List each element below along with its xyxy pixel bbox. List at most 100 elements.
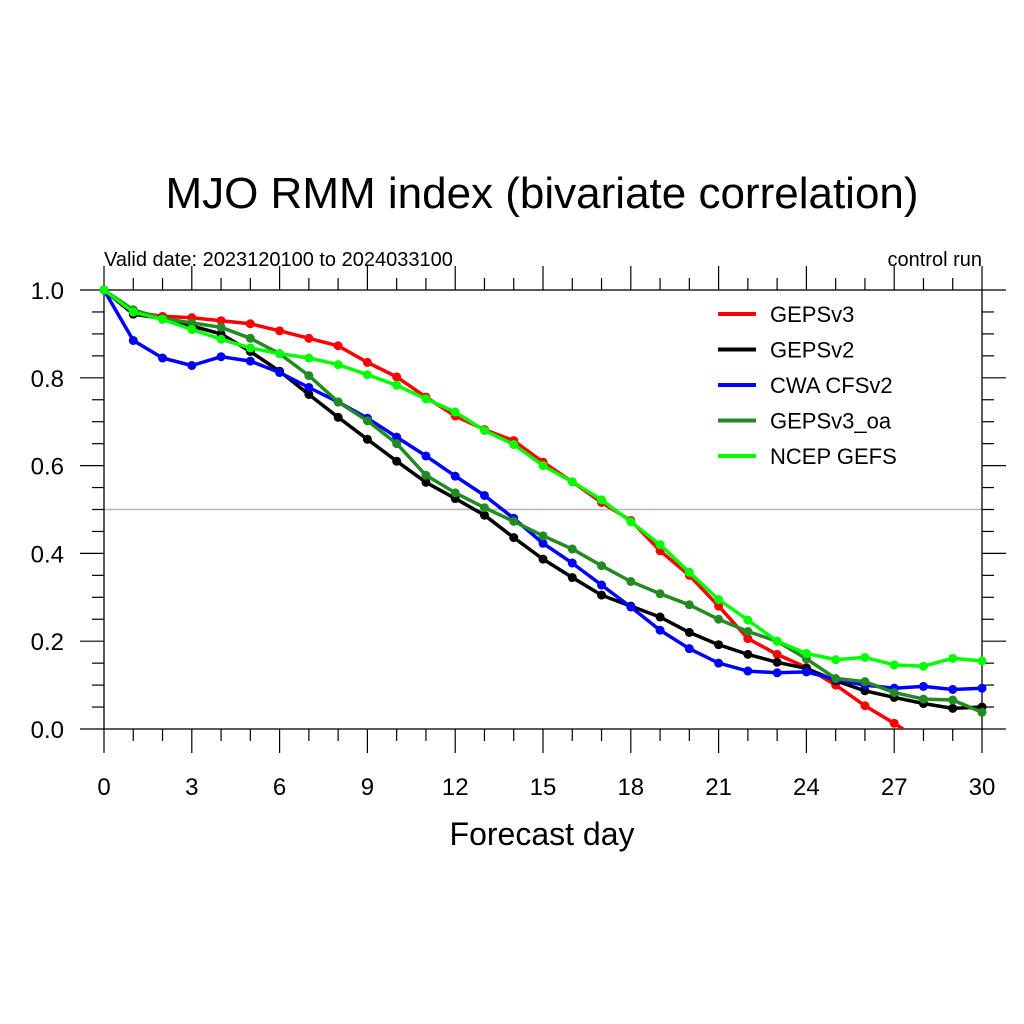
x-tick-label: 15: [530, 774, 557, 801]
data-point: [597, 561, 607, 571]
data-point: [362, 416, 372, 426]
x-tick-label: 0: [97, 774, 110, 801]
data-point: [655, 589, 665, 599]
data-point: [187, 318, 197, 328]
data-point: [479, 503, 489, 513]
data-point: [626, 517, 636, 527]
data-point: [128, 307, 138, 317]
x-tick-label: 24: [793, 774, 820, 801]
data-point: [948, 653, 958, 663]
data-point: [567, 558, 577, 568]
data-point: [626, 602, 636, 612]
data-point: [743, 634, 753, 644]
data-point: [714, 601, 724, 611]
data-point: [333, 360, 343, 370]
y-tick-label: 1.0: [31, 278, 64, 305]
data-point: [275, 349, 285, 359]
data-point: [948, 684, 958, 694]
data-point: [772, 668, 782, 678]
data-point: [158, 314, 168, 324]
data-point: [831, 655, 841, 665]
data-point: [714, 640, 724, 650]
data-point: [304, 353, 314, 363]
data-point: [333, 397, 343, 407]
data-point: [450, 488, 460, 498]
data-point: [538, 554, 548, 564]
legend-label: GEPSv3_oa: [770, 409, 892, 434]
x-tick-label: 3: [185, 774, 198, 801]
y-tick-label: 0.4: [31, 541, 64, 568]
data-point: [743, 666, 753, 676]
data-point: [772, 657, 782, 667]
y-tick-label: 0.8: [31, 366, 64, 393]
data-point: [948, 703, 958, 713]
data-point: [392, 439, 402, 449]
plot-area: 0 3 6 9 12 15 18 21 24 27 30 0.0 0.2 0.4 0.6 0.8 1.0 GEPS…: [31, 266, 1006, 801]
data-point: [245, 319, 255, 329]
data-point: [743, 649, 753, 659]
data-point: [597, 495, 607, 505]
data-point: [918, 661, 928, 671]
data-point: [333, 341, 343, 351]
data-point: [889, 688, 899, 698]
x-axis-label: Forecast day: [450, 816, 635, 852]
data-point: [860, 677, 870, 687]
data-point: [889, 718, 899, 728]
data-point: [392, 380, 402, 390]
data-point: [421, 477, 431, 487]
legend-label: GEPSv3: [770, 302, 854, 327]
data-point: [158, 353, 168, 363]
data-point: [626, 576, 636, 586]
y-tick-label: 0.6: [31, 454, 64, 481]
legend-label: GEPSv2: [770, 338, 854, 363]
data-point: [304, 389, 314, 399]
data-point: [714, 658, 724, 668]
data-point: [977, 656, 987, 666]
data-point: [421, 451, 431, 461]
data-point: [509, 533, 519, 543]
data-point: [684, 627, 694, 637]
data-point: [216, 322, 226, 332]
data-point: [450, 471, 460, 481]
data-point: [831, 674, 841, 684]
data-point: [597, 590, 607, 600]
data-point: [801, 648, 811, 658]
data-point: [216, 352, 226, 362]
data-point: [245, 343, 255, 353]
data-point: [889, 660, 899, 670]
data-point: [450, 407, 460, 417]
x-tick-label: 27: [881, 774, 908, 801]
data-point: [187, 361, 197, 371]
data-point: [567, 477, 577, 487]
x-tick-label: 12: [442, 774, 469, 801]
data-point: [567, 544, 577, 554]
data-point: [392, 372, 402, 382]
data-point: [918, 681, 928, 691]
y-tick-label: 0.0: [31, 717, 64, 744]
data-point: [392, 456, 402, 466]
data-point: [918, 694, 928, 704]
data-point: [597, 580, 607, 590]
data-point: [801, 667, 811, 677]
data-point: [772, 636, 782, 646]
data-point: [479, 490, 489, 500]
data-point: [128, 335, 138, 345]
data-point: [304, 382, 314, 392]
data-point: [684, 644, 694, 654]
data-point: [538, 538, 548, 548]
data-point: [479, 510, 489, 520]
data-point: [275, 368, 285, 378]
data-point: [304, 333, 314, 343]
legend-label: NCEP GEFS: [770, 444, 897, 469]
data-point: [187, 325, 197, 335]
data-point: [655, 612, 665, 622]
x-tick-label: 9: [361, 774, 374, 801]
data-point: [421, 470, 431, 480]
data-point: [479, 425, 489, 435]
data-point: [245, 356, 255, 366]
chart-title: MJO RMM index (bivariate correlation): [165, 169, 918, 218]
data-point: [860, 701, 870, 711]
data-point: [333, 412, 343, 422]
data-point: [684, 600, 694, 610]
